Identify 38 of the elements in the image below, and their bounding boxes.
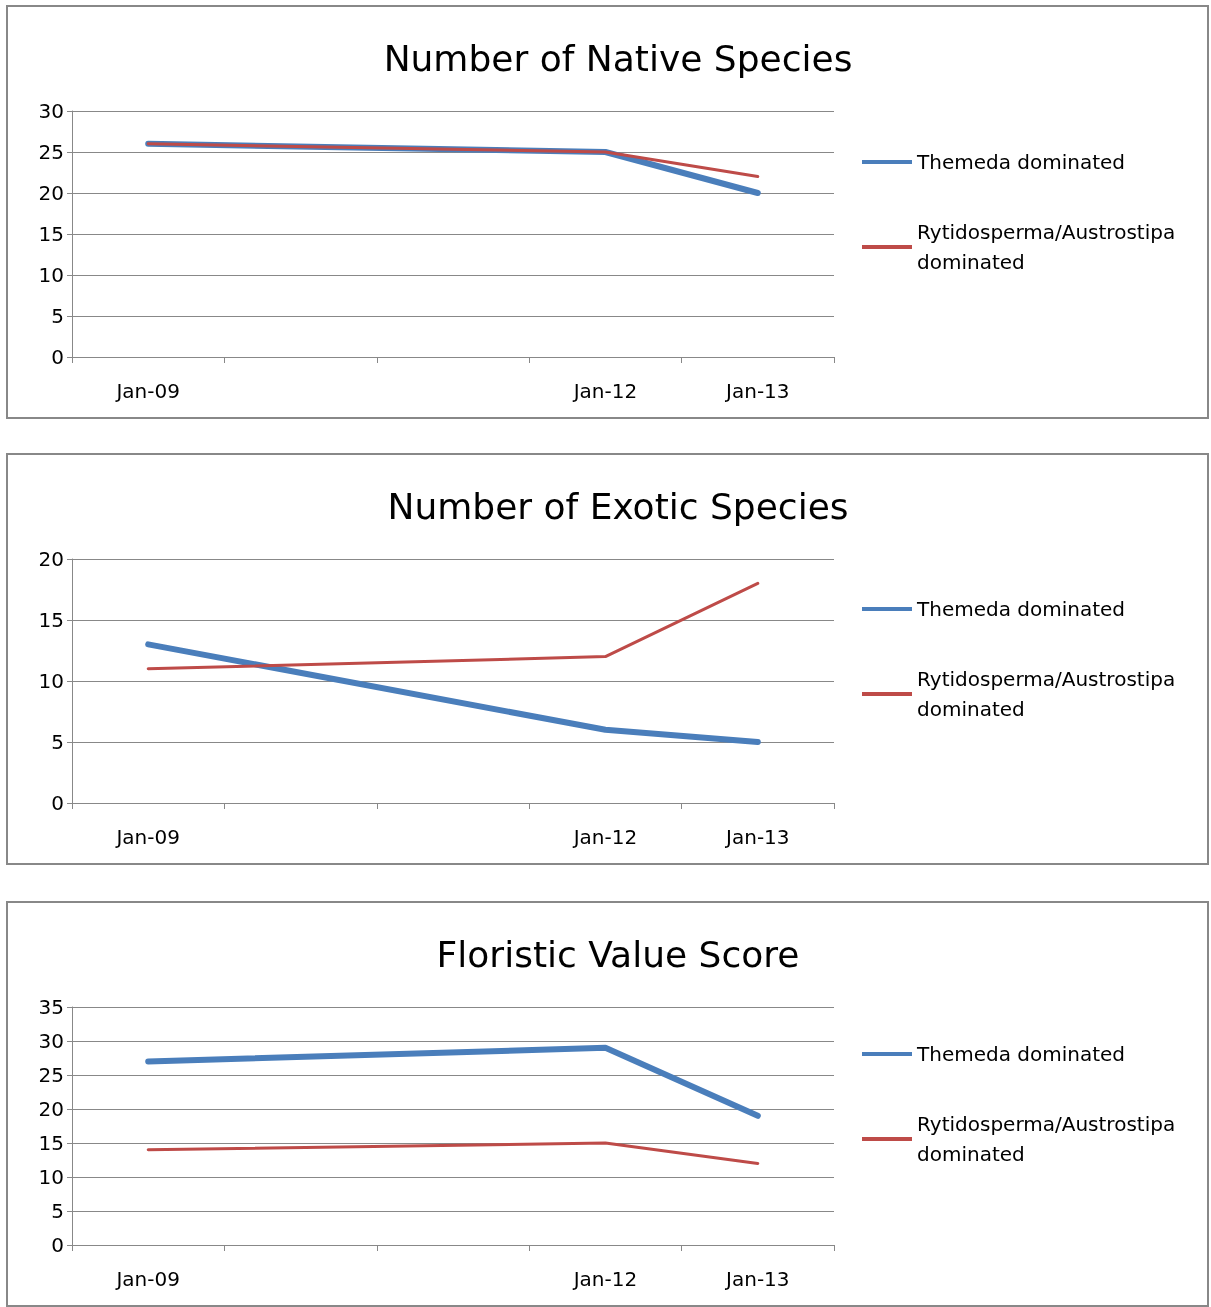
y-tick-label: 20 — [38, 547, 64, 571]
y-tick-label: 15 — [38, 1131, 64, 1155]
y-tick-label: 0 — [51, 345, 64, 369]
x-tick-label: Jan-13 — [724, 379, 790, 403]
y-tick-label: 20 — [38, 1097, 64, 1121]
x-tick-label: Jan-13 — [724, 825, 790, 849]
y-tick-label: 10 — [38, 1165, 64, 1189]
y-tick-label: 25 — [38, 140, 64, 164]
legend-label: Rytidosperma/Austrostipa dominated — [917, 1112, 1182, 1166]
x-tick-label: Jan-09 — [114, 379, 180, 403]
x-tick-label: Jan-12 — [571, 825, 638, 849]
y-tick-label: 15 — [38, 222, 64, 246]
y-tick-label: 30 — [38, 99, 64, 123]
legend-label: Rytidosperma/Austrostipa dominated — [917, 220, 1182, 274]
y-tick-label: 5 — [51, 1199, 64, 1223]
chart-title: Floristic Value Score — [436, 933, 800, 975]
y-tick-label: 20 — [38, 181, 64, 205]
y-tick-label: 10 — [38, 263, 64, 287]
legend-label: Themeda dominated — [916, 150, 1126, 174]
legend-label: Themeda dominated — [916, 1042, 1126, 1066]
y-tick-label: 30 — [38, 1029, 64, 1053]
x-tick-label: Jan-12 — [571, 379, 638, 403]
y-tick-label: 25 — [38, 1063, 64, 1087]
x-tick-label: Jan-09 — [114, 1267, 180, 1291]
y-tick-label: 5 — [51, 304, 64, 328]
legend-label: Rytidosperma/Austrostipa dominated — [917, 667, 1182, 721]
y-tick-label: 10 — [38, 669, 64, 693]
y-tick-label: 35 — [38, 995, 64, 1019]
chart-title: Number of Native Species — [383, 37, 853, 79]
legend-label: Themeda dominated — [916, 597, 1126, 621]
y-tick-label: 5 — [51, 730, 64, 754]
x-tick-label: Jan-09 — [114, 825, 180, 849]
x-tick-label: Jan-12 — [571, 1267, 638, 1291]
y-tick-label: 0 — [51, 791, 64, 815]
x-tick-label: Jan-13 — [724, 1267, 790, 1291]
y-tick-label: 0 — [51, 1233, 64, 1257]
y-tick-label: 15 — [38, 608, 64, 632]
chart-title: Number of Exotic Species — [387, 485, 849, 527]
